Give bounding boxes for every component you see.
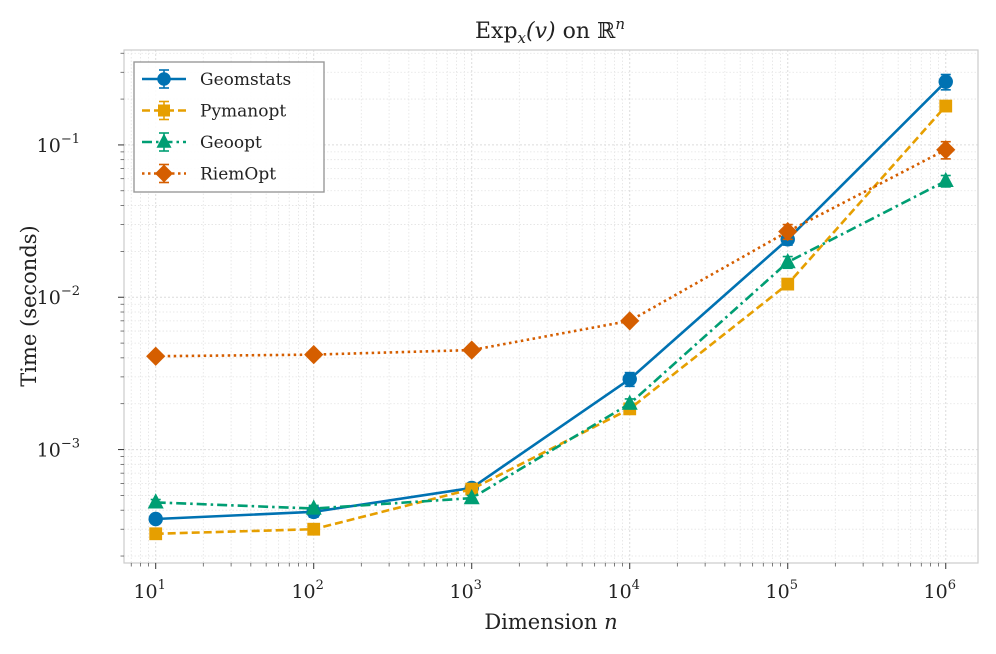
- legend-label-geoopt: Geoopt: [200, 133, 262, 153]
- data-point-geoopt: [779, 253, 796, 269]
- data-point-pymanopt: [939, 99, 953, 113]
- series-layer: [146, 73, 956, 541]
- y-tick-label: 10−1: [37, 132, 80, 157]
- y-tick-label: 10−3: [37, 437, 80, 462]
- legend-marker-pymanopt: [158, 104, 170, 117]
- legend-marker-geoopt: [156, 133, 172, 148]
- data-point-pymanopt: [149, 527, 163, 541]
- series-line-geomstats: [155, 80, 947, 521]
- data-point-pymanopt: [781, 277, 795, 291]
- data-point-riemopt: [620, 311, 640, 331]
- data-point-geoopt: [621, 394, 638, 410]
- series-line-pymanopt: [155, 105, 947, 536]
- y-axis: 10−3 10−2 10−1: [37, 52, 124, 557]
- data-point-geoopt: [147, 493, 164, 509]
- data-point-geomstats: [622, 371, 637, 387]
- data-point-geoopt: [463, 488, 480, 505]
- data-point-geoopt: [305, 499, 322, 515]
- series-line-riemopt: [155, 148, 947, 358]
- data-point-pymanopt: [307, 522, 321, 536]
- x-tick-label: 103: [449, 578, 481, 603]
- x-axis: 101 102 103 104 105 106: [130, 563, 956, 603]
- x-tick-label: 101: [133, 578, 165, 603]
- data-point-riemopt: [936, 140, 956, 160]
- chart-title: Expx(v) on ℝn: [475, 15, 625, 47]
- legend-label-riemopt: RiemOpt: [200, 165, 276, 185]
- series-riemopt: [146, 140, 956, 366]
- series-geoopt: [147, 171, 954, 515]
- data-point-riemopt: [462, 340, 482, 360]
- data-point-geomstats: [938, 74, 953, 89]
- x-tick-label: 106: [924, 578, 956, 603]
- y-axis-label: Time (seconds): [17, 225, 41, 386]
- data-point-riemopt: [778, 221, 798, 242]
- data-point-riemopt: [304, 345, 324, 365]
- y-tick-label: 10−2: [37, 284, 80, 309]
- x-axis-label: Dimension n: [484, 610, 617, 634]
- x-tick-label: 105: [766, 578, 798, 603]
- legend-marker-riemopt: [155, 164, 173, 183]
- x-tick-label: 104: [607, 578, 639, 603]
- data-point-riemopt: [146, 346, 166, 366]
- legend-label-geomstats: Geomstats: [200, 70, 291, 90]
- plot-frame: [123, 49, 979, 564]
- data-point-geomstats: [148, 511, 163, 527]
- legend-marker-geomstats: [157, 72, 171, 86]
- legend-label-pymanopt: Pymanopt: [200, 102, 286, 122]
- legend: Geomstats Pymanopt Geoopt RiemOpt: [133, 61, 325, 193]
- data-point-geoopt: [937, 171, 954, 188]
- series-line-geoopt: [155, 179, 947, 510]
- x-tick-label: 102: [291, 578, 323, 603]
